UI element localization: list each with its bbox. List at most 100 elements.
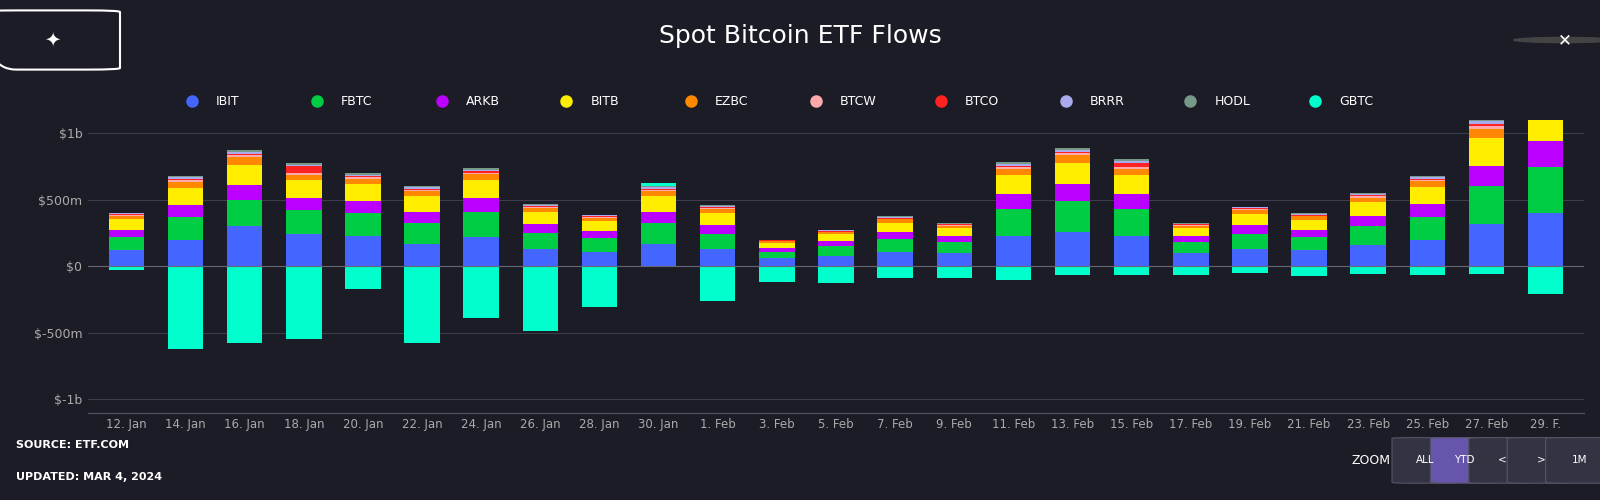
Bar — [1114, 209, 1149, 236]
Bar — [877, 216, 914, 217]
Bar — [1232, 208, 1267, 210]
Bar — [877, 217, 914, 218]
Bar — [642, 196, 677, 212]
Bar — [758, 266, 795, 281]
Bar — [464, 212, 499, 237]
Bar — [995, 166, 1030, 167]
Bar — [1528, 83, 1563, 86]
Bar — [346, 266, 381, 289]
Bar — [464, 237, 499, 266]
Text: FBTC: FBTC — [341, 95, 373, 108]
Bar — [523, 206, 558, 208]
Bar — [701, 206, 736, 207]
Bar — [227, 150, 262, 152]
Bar — [1173, 236, 1208, 242]
FancyBboxPatch shape — [1430, 438, 1498, 483]
Bar — [877, 220, 914, 222]
Bar — [1410, 266, 1445, 275]
Bar — [286, 198, 322, 210]
Bar — [1469, 119, 1504, 122]
Bar — [701, 213, 736, 225]
Bar — [405, 266, 440, 344]
Bar — [995, 167, 1030, 169]
Bar — [1528, 86, 1563, 88]
Bar — [1054, 155, 1090, 162]
Bar — [1528, 92, 1563, 94]
Bar — [168, 176, 203, 178]
Bar — [758, 241, 795, 243]
Bar — [286, 174, 322, 180]
Bar — [995, 209, 1030, 236]
Text: HODL: HODL — [1214, 95, 1250, 108]
Bar — [109, 214, 144, 215]
Bar — [995, 164, 1030, 166]
Bar — [1291, 266, 1326, 276]
Bar — [1173, 225, 1208, 226]
Text: YTD: YTD — [1454, 455, 1474, 465]
Bar — [227, 156, 262, 157]
Bar — [1469, 138, 1504, 166]
Bar — [1528, 266, 1563, 294]
Bar — [464, 171, 499, 173]
Bar — [523, 205, 558, 206]
Bar — [1469, 266, 1504, 274]
Bar — [1291, 213, 1326, 214]
Bar — [582, 217, 618, 218]
Bar — [346, 213, 381, 236]
Bar — [168, 266, 203, 348]
Bar — [227, 266, 262, 344]
Bar — [1528, 88, 1563, 92]
Bar — [405, 186, 440, 188]
Bar — [818, 246, 854, 256]
Bar — [1350, 245, 1386, 266]
Text: >: > — [1536, 455, 1546, 465]
Bar — [1410, 182, 1445, 187]
Bar — [286, 210, 322, 234]
Bar — [464, 180, 499, 198]
Bar — [346, 176, 381, 178]
Bar — [1291, 250, 1326, 266]
Bar — [405, 192, 440, 196]
Bar — [936, 225, 973, 226]
Bar — [168, 217, 203, 240]
Bar — [168, 178, 203, 179]
Bar — [642, 184, 677, 186]
Bar — [1054, 154, 1090, 155]
Bar — [1054, 266, 1090, 275]
Bar — [1232, 266, 1267, 273]
Bar — [818, 256, 854, 266]
Bar — [1528, 106, 1563, 140]
Bar — [286, 166, 322, 173]
Bar — [109, 216, 144, 219]
Bar — [1232, 210, 1267, 214]
Bar — [995, 194, 1030, 209]
Bar — [1350, 216, 1386, 226]
Bar — [936, 224, 973, 225]
Text: <: < — [1498, 455, 1507, 465]
Bar — [877, 252, 914, 266]
Bar — [995, 162, 1030, 164]
Bar — [642, 212, 677, 223]
Bar — [523, 266, 558, 332]
Bar — [1114, 266, 1149, 275]
Bar — [582, 231, 618, 238]
Bar — [936, 223, 973, 224]
Bar — [346, 201, 381, 213]
Bar — [109, 237, 144, 250]
Bar — [464, 266, 499, 318]
Bar — [227, 154, 262, 156]
Bar — [168, 205, 203, 217]
Bar — [936, 236, 973, 242]
Bar — [582, 218, 618, 221]
Bar — [109, 212, 144, 214]
Bar — [1350, 192, 1386, 194]
Bar — [109, 215, 144, 216]
Bar — [1232, 234, 1267, 249]
Bar — [523, 249, 558, 266]
Bar — [1291, 216, 1326, 220]
Bar — [582, 266, 618, 308]
Bar — [1232, 214, 1267, 226]
Bar — [758, 243, 795, 248]
Bar — [346, 236, 381, 266]
Bar — [995, 236, 1030, 266]
